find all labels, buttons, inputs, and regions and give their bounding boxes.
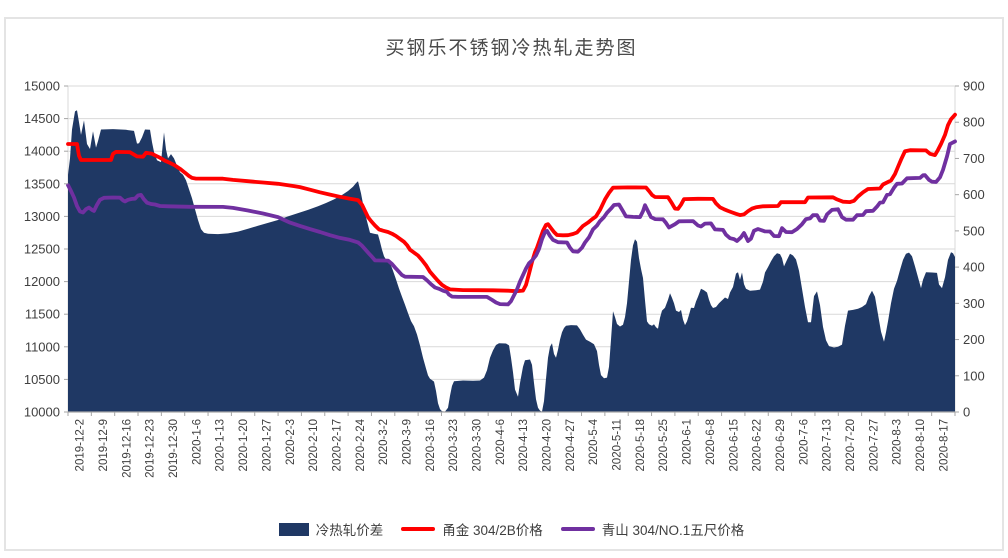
x-tick-label: 2020-4-13 — [518, 419, 530, 471]
legend-item-qingshan: 青山 304/NO.1五尺价格 — [560, 519, 745, 539]
x-tick-label: 2020-8-17 — [938, 419, 950, 471]
right-axis-label: 100 — [963, 368, 985, 383]
x-tick-label: 2020-3-2 — [378, 419, 390, 465]
x-tick-label: 2019-12-30 — [168, 419, 180, 478]
x-tick-label: 2020-1-27 — [261, 419, 273, 471]
legend-item-spread: 冷热轧价差 — [278, 519, 384, 539]
x-tick-label: 2020-8-10 — [915, 419, 927, 471]
left-axis-label: 13000 — [24, 209, 60, 224]
x-tick-label: 2019-12-9 — [98, 419, 110, 471]
purple-line-swatch-icon — [560, 527, 595, 531]
x-tick-label: 2019-12-2 — [75, 419, 87, 471]
left-axis-label: 11000 — [25, 339, 60, 354]
legend-item-yongjin: 甬金 304/2B价格 — [401, 519, 543, 539]
left-axis-label: 12000 — [24, 274, 60, 289]
right-axis-label: 400 — [963, 260, 985, 275]
left-axis-label: 14500 — [24, 111, 60, 126]
right-axis-label: 800 — [963, 115, 985, 130]
x-tick-label: 2020-3-16 — [425, 419, 437, 471]
x-tick-label: 2020-3-30 — [471, 419, 483, 471]
x-axis: 2019-12-2 2019-12-9 2019-12-16 2019-12-23 20… — [67, 411, 956, 478]
x-tick-label: 2020-6-22 — [752, 419, 764, 471]
x-tick-label: 2020-4-20 — [542, 419, 554, 471]
legend-label-spread: 冷热轧价差 — [315, 523, 384, 538]
left-axis-label: 13500 — [24, 176, 60, 191]
x-tick-label: 2020-3-9 — [401, 419, 413, 465]
x-tick-label: 2020-3-23 — [448, 419, 460, 471]
area-series-spread — [68, 110, 955, 413]
right-axis-label: 500 — [963, 223, 985, 238]
x-tick-label: 2020-7-6 — [798, 419, 810, 465]
y-axis-left: 15000 14500 14000 13500 13000 12500 12000 11500… — [24, 79, 68, 420]
x-tick-label: 2020-5-11 — [612, 419, 624, 471]
x-tick-label: 2020-4-27 — [565, 419, 577, 471]
right-axis-label: 300 — [963, 296, 985, 311]
x-tick-label: 2020-7-13 — [822, 419, 834, 471]
x-tick-label: 2020-6-1 — [682, 419, 694, 465]
right-axis-label: 900 — [963, 79, 985, 94]
x-tick-label: 2020-2-3 — [285, 419, 297, 465]
legend-label-qingshan: 青山 304/NO.1五尺价格 — [601, 523, 745, 538]
line-series-qingshan — [66, 139, 957, 307]
x-tick-label: 2020-2-10 — [308, 419, 320, 471]
x-tick-label: 2020-7-27 — [868, 419, 880, 471]
price-trend-chart: 2019-12-2 2019-12-9 2019-12-16 2019-12-23 20… — [24, 79, 985, 478]
x-tick-label: 2020-6-8 — [705, 419, 717, 465]
red-line-swatch-icon — [401, 527, 436, 531]
x-tick-label: 2020-8-3 — [892, 419, 904, 465]
left-axis-label: 10000 — [24, 405, 60, 420]
area-swatch-icon — [278, 522, 309, 536]
legend-label-yongjin: 甬金 304/2B价格 — [442, 523, 543, 538]
right-axis-label: 200 — [963, 332, 985, 347]
x-tick-label: 2019-12-16 — [121, 419, 133, 478]
left-axis-label: 10500 — [24, 372, 60, 387]
line-series-yongjin — [66, 112, 957, 294]
x-tick-label: 2020-7-20 — [845, 419, 857, 471]
chart-title: 买钢乐不锈钢冷热轧走势图 — [385, 38, 638, 59]
x-tick-label: 2020-5-4 — [588, 418, 600, 465]
x-tick-label: 2020-5-18 — [635, 419, 647, 471]
x-tick-label: 2020-2-17 — [331, 419, 343, 471]
left-axis-label: 14000 — [24, 144, 60, 159]
x-tick-label: 2020-1-6 — [191, 419, 203, 465]
chart-legend: 冷热轧价差 甬金 304/2B价格 青山 304/NO.1五尺价格 — [68, 515, 955, 543]
x-tick-label: 2020-5-25 — [658, 419, 670, 471]
left-axis-label: 12500 — [24, 242, 60, 257]
left-axis-label: 11500 — [25, 307, 60, 322]
x-tick-label: 2020-1-20 — [238, 419, 250, 471]
right-axis-label: 0 — [963, 405, 970, 420]
x-tick-label: 2020-6-15 — [728, 419, 740, 471]
y-axis-right: 900 800 700 600 500 400 300 200 100 0 — [955, 79, 985, 420]
x-tick-label: 2020-2-24 — [355, 418, 367, 471]
right-axis-label: 600 — [963, 187, 985, 202]
x-tick-label: 2020-4-6 — [495, 419, 507, 465]
right-axis-label: 700 — [963, 151, 985, 166]
x-tick-label: 2020-6-29 — [775, 419, 787, 471]
x-tick-label: 2019-12-23 — [145, 419, 157, 478]
left-axis-label: 15000 — [24, 79, 60, 94]
x-tick-label: 2020-1-13 — [215, 419, 227, 471]
